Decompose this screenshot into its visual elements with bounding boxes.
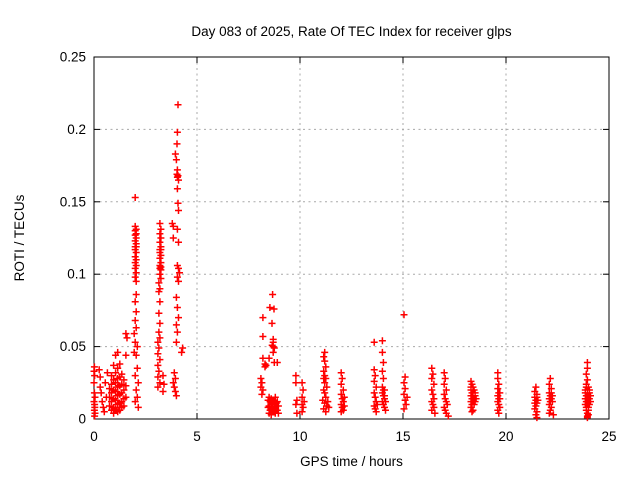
x-tick-label: 15 (395, 429, 410, 444)
y-tick-label: 0.05 (60, 339, 86, 354)
tick-labels: 0 5 10 15 20 25 0 0.05 0.1 0.15 0.2 0.25 (60, 50, 617, 445)
y-tick-label: 0.15 (60, 194, 86, 209)
grid-lines (94, 57, 609, 419)
y-tick-label: 0.1 (67, 267, 86, 282)
plot-border (93, 56, 610, 420)
y-tick-label: 0.2 (67, 122, 86, 137)
y-tick-label: 0.25 (60, 50, 86, 65)
x-tick-label: 25 (601, 429, 616, 444)
y-tick-label: 0 (78, 412, 86, 427)
x-tick-label: 20 (498, 429, 513, 444)
x-tick-label: 10 (292, 429, 307, 444)
y-axis-label: ROTI / TECUs (12, 194, 27, 281)
x-axis-label: GPS time / hours (300, 454, 403, 469)
x-tick-label: 5 (193, 429, 201, 444)
x-tick-label: 0 (90, 429, 98, 444)
chart-title: Day 083 of 2025, Rate Of TEC Index for r… (191, 24, 511, 39)
data-points (90, 101, 594, 422)
